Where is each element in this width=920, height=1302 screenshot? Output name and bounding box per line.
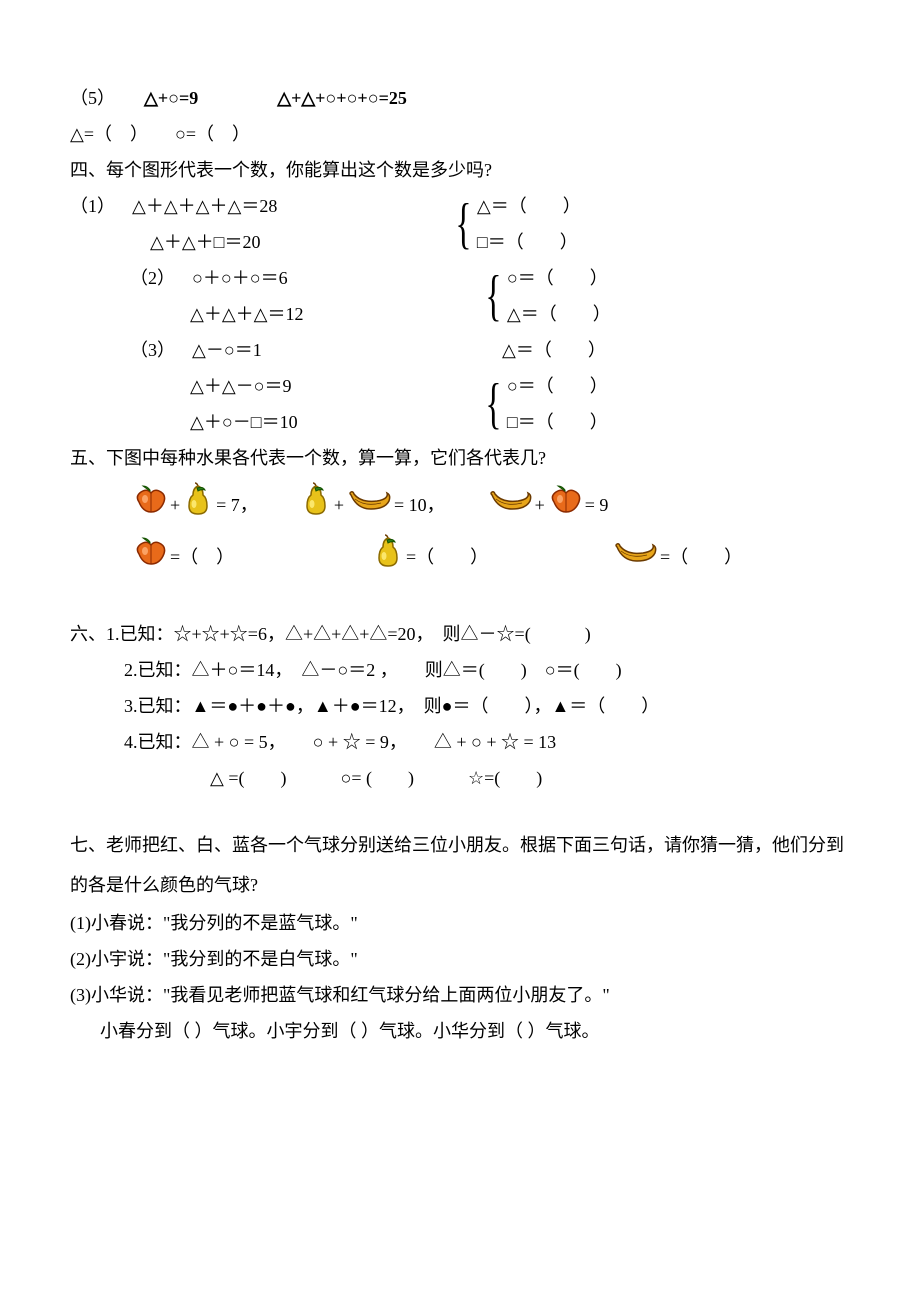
section-6: 六、1.已知：☆+☆+☆=6，△+△+△+△=20， 则△－☆=( )	[70, 616, 850, 652]
pear-icon	[301, 482, 331, 528]
peach-icon	[548, 484, 582, 526]
q6-2: 2.已知：△＋○＝14， △－○＝2 ， 则△＝( ) ○＝( )	[70, 652, 850, 688]
brace-icon: {	[485, 260, 501, 332]
q5-ans-row: =（ ） =（ ） =（ ）	[70, 534, 850, 580]
pear-icon	[373, 534, 403, 580]
q4-3-ans3: □＝（ ）	[507, 404, 608, 440]
q3-5-eq2: △+△+○+○+○=25	[277, 88, 407, 108]
q5-e3: = 9	[585, 487, 609, 523]
q4-3: （3） △－○＝1 △＋△－○＝9 △＋○－□＝10 △＝（ ） { ○＝（ ）…	[70, 332, 850, 440]
section-5-heading: 五、下图中每种水果各代表一个数，算一算，它们各代表几?	[70, 440, 850, 476]
q4-3-ans2: ○＝（ ）	[507, 368, 608, 404]
q4-2-ans2: △＝（ ）	[507, 296, 611, 332]
section-6-heading: 六、	[70, 624, 106, 644]
q4-3-eq3: △＋○－□＝10	[70, 404, 430, 440]
q4-1-eq1: △＋△＋△＋△＝28	[132, 196, 277, 216]
q5-e1: = 7，	[216, 487, 258, 523]
q7-4: 小春分到（ ）气球。小宇分到（ ）气球。小华分到（ ）气球。	[70, 1013, 850, 1049]
banana-icon	[347, 487, 391, 523]
q3-5-line1: （5） △+○=9 △+△+○+○+○=25	[70, 80, 850, 116]
q4-2-num: （2）	[130, 268, 175, 288]
section-7-heading: 七、老师把红、白、蓝各一个气球分别送给三位小朋友。根据下面三句话，请你猜一猜，他…	[70, 826, 850, 905]
q7-3: (3)小华说："我看见老师把蓝气球和红气球分给上面两位小朋友了。"	[70, 977, 850, 1013]
brace-icon: {	[485, 368, 501, 440]
q6-4a: 4.已知：△ + ○ = 5， ○ + ☆ = 9， △ + ○ + ☆ = 1…	[70, 724, 850, 760]
q7-1: (1)小春说："我分列的不是蓝气球。"	[70, 905, 850, 941]
peach-icon	[133, 536, 167, 578]
plus: +	[535, 487, 545, 523]
brace-icon: {	[455, 188, 471, 260]
q6-3: 3.已知：▲＝●＋●＋●，▲＋●＝12， 则●＝（ ），▲＝（ ）	[70, 688, 850, 724]
pear-icon	[183, 482, 213, 528]
q4-3-eq1: △－○＝1	[192, 340, 262, 360]
q5-eq-row: + = 7， + = 10， + = 9	[70, 482, 850, 528]
q4-1-eq2: △＋△＋□＝20	[70, 224, 430, 260]
q3-5-eq1: △+○=9	[144, 88, 198, 108]
q6-1: 1.已知：☆+☆+☆=6，△+△+△+△=20， 则△－☆=( )	[106, 624, 591, 644]
q5-e2: = 10，	[394, 487, 445, 523]
q3-5-line2: △=（ ） ○=（ ）	[70, 116, 850, 152]
q5-a2: =（ ）	[406, 539, 488, 575]
plus: +	[334, 487, 344, 523]
q4-2-eq2: △＋△＋△＝12	[70, 296, 430, 332]
q4-2-eq1: ○＋○＋○＝6	[192, 268, 288, 288]
banana-icon	[488, 487, 532, 523]
q5-a1: =（ ）	[170, 539, 234, 575]
q4-2: （2） ○＋○＋○＝6 △＋△＋△＝12 { ○＝（ ） △＝（ ）	[70, 260, 850, 332]
q7-2: (2)小宇说："我分到的不是白气球。"	[70, 941, 850, 977]
q3-5-num: （5）	[70, 88, 115, 108]
q4-3-ans1: △＝（ ）	[480, 332, 608, 368]
section-4-heading: 四、每个图形代表一个数，你能算出这个数是多少吗?	[70, 152, 850, 188]
q4-3-num: （3）	[130, 340, 175, 360]
plus: +	[170, 487, 180, 523]
q4-2-ans1: ○＝（ ）	[507, 260, 611, 296]
banana-icon	[613, 539, 657, 575]
q4-1-ans1: △＝（ ）	[477, 188, 581, 224]
q5-a3: =（ ）	[660, 539, 742, 575]
q4-3-eq2: △＋△－○＝9	[70, 368, 430, 404]
q6-4b: △ =( ) ○= ( ) ☆=( )	[70, 760, 850, 796]
peach-icon	[133, 484, 167, 526]
q4-1: （1） △＋△＋△＋△＝28 △＋△＋□＝20 { △＝（ ） □＝（ ）	[70, 188, 850, 260]
q4-1-num: （1）	[70, 196, 115, 216]
q4-1-ans2: □＝（ ）	[477, 224, 581, 260]
